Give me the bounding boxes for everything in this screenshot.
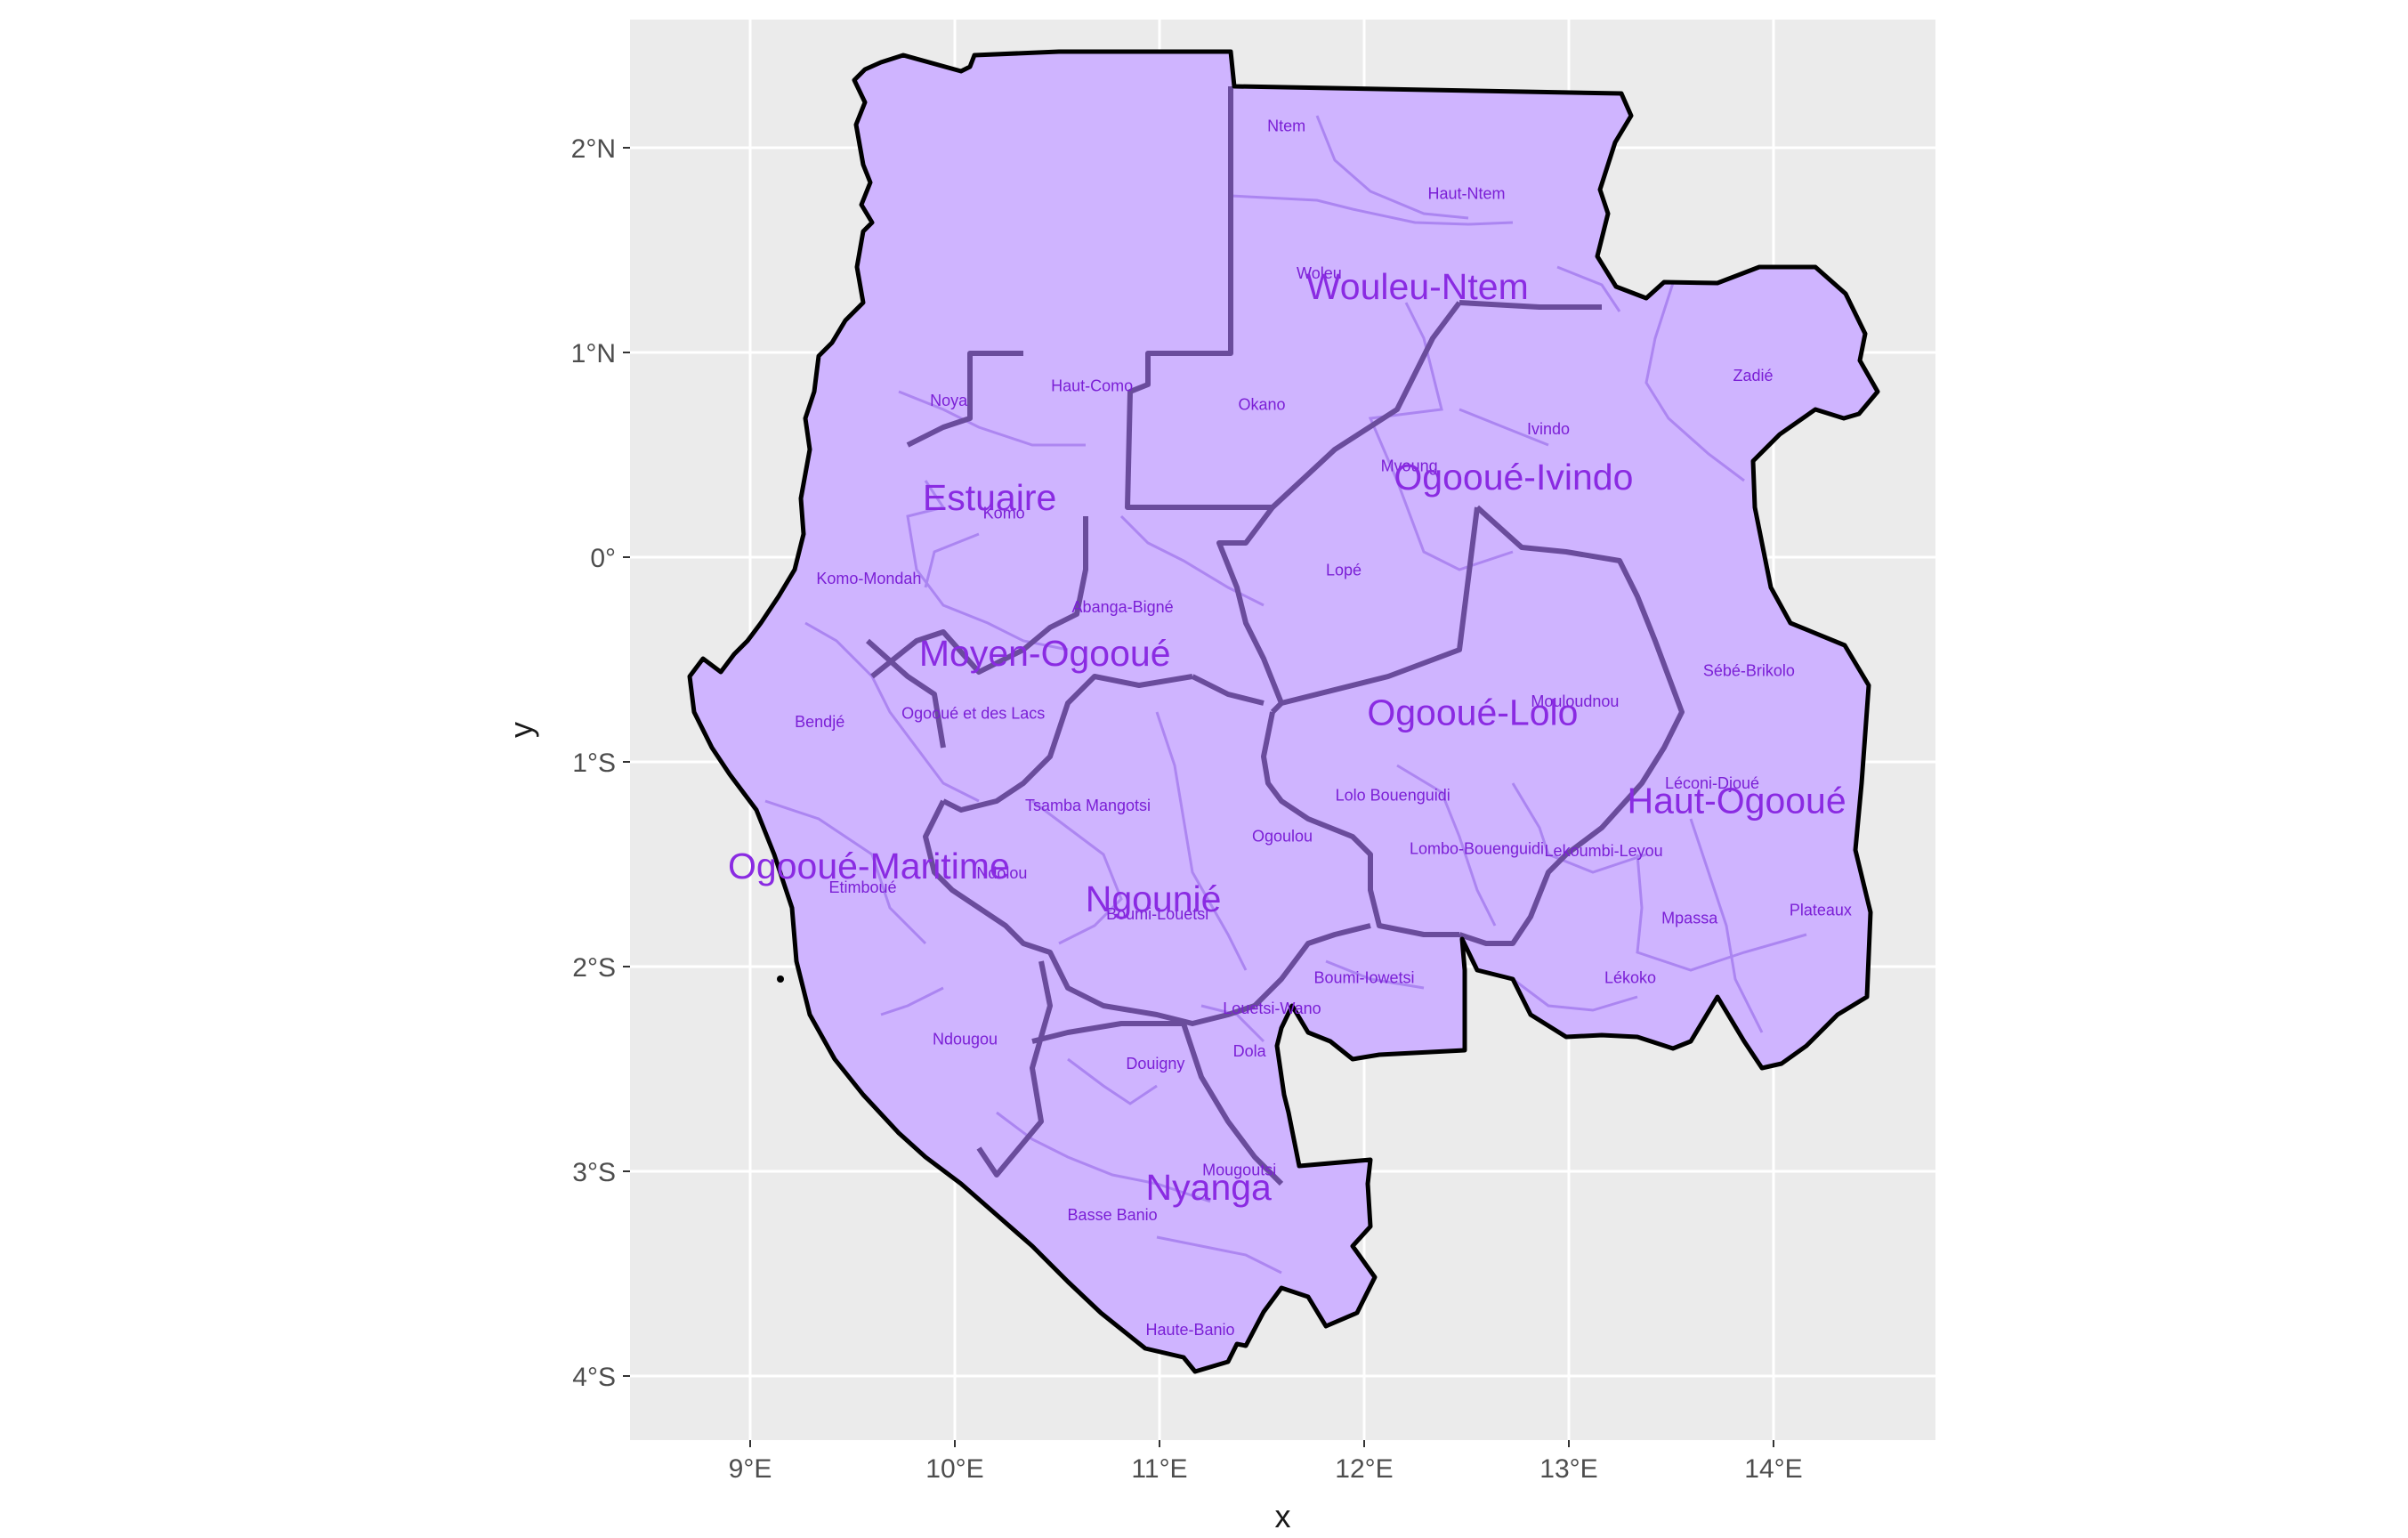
department-label: Mvoung — [1381, 457, 1438, 474]
x-tick-label-0: 9°E — [729, 1454, 772, 1484]
department-label: Komo — [983, 504, 1025, 522]
department-label: Komo-Mondah — [816, 570, 921, 587]
department-label: Haut-Como — [1051, 377, 1133, 395]
department-label: Lopé — [1326, 562, 1362, 579]
province-label: Ogooué-Lolo — [1367, 692, 1578, 733]
department-label: Mouloudnou — [1531, 692, 1619, 710]
department-label: Abanga-Bigné — [1072, 598, 1174, 616]
x-tick-label-5: 14°E — [1744, 1454, 1802, 1484]
province-label: Ogooué-Maritime — [728, 846, 1010, 886]
department-label: Basse Banio — [1068, 1206, 1158, 1224]
province-label: Nyanga — [1146, 1167, 1273, 1208]
department-label: Léconi-Djoué — [1665, 774, 1759, 792]
gabon-map-shapes — [687, 49, 1880, 1374]
department-label: Ndolou — [976, 864, 1027, 882]
y-axis-title: y — [503, 722, 539, 738]
x-tick-label-1: 10°E — [925, 1454, 983, 1484]
y-tick-label-3: 1°S — [572, 749, 616, 778]
y-tick-label-2: 0° — [590, 544, 616, 573]
offshore-island — [777, 975, 784, 983]
department-label: Lolo Bouenguidi — [1336, 787, 1450, 805]
axes: 9°E 10°E 11°E 12°E 13°E 14°E 2°N 1°N 0° 1°S 2°S 3°S… — [503, 134, 1803, 1534]
province-label: Wouleu-Ntem — [1306, 266, 1529, 307]
department-labels: Ntem Haut-Ntem Woleu Zadié Noya Haut-Como Okan… — [795, 117, 1852, 1339]
department-label: Boumi-Louetsi — [1106, 905, 1208, 923]
province-label: Estuaire — [923, 477, 1056, 518]
department-label: Dola — [1233, 1042, 1267, 1060]
department-label: Ogoulou — [1252, 828, 1313, 846]
y-tick-label-6: 4°S — [572, 1363, 616, 1392]
province-label: Moyen-Ogooué — [919, 633, 1171, 674]
department-label: Woleu — [1297, 264, 1342, 282]
department-label: Okano — [1238, 395, 1285, 413]
department-label: Tsamba Mangotsi — [1025, 797, 1151, 814]
department-label: Boumi-Iowetsi — [1313, 968, 1414, 986]
department-label: Ntem — [1267, 117, 1305, 135]
department-label: Etimboué — [828, 878, 896, 896]
department-label: Noya — [930, 392, 968, 409]
department-label: Ndougou — [933, 1030, 998, 1048]
province-borders — [866, 86, 1685, 1186]
gabon-country-border — [687, 49, 1880, 1374]
department-label: Haut-Ntem — [1427, 185, 1505, 203]
province-label: Ogooué-Ivindo — [1394, 457, 1633, 498]
y-tick-label-0: 2°N — [571, 134, 616, 164]
department-label: Douigny — [1126, 1055, 1184, 1073]
province-labels: Wouleu-Ntem Estuaire Ogooué-Ivindo Moyen-Og… — [728, 266, 1846, 1208]
department-label: Lékoko — [1604, 968, 1656, 986]
department-borders — [764, 115, 1807, 1275]
x-tick-label-4: 13°E — [1539, 1454, 1597, 1484]
department-label: Zadié — [1733, 367, 1773, 384]
department-label: Ivindo — [1527, 420, 1570, 438]
department-label: Bendjé — [795, 713, 844, 731]
x-tick-label-3: 12°E — [1335, 1454, 1393, 1484]
x-tick-label-2: 11°E — [1131, 1454, 1187, 1484]
department-label: Lekoumbi-Leyou — [1545, 842, 1663, 860]
department-label: Louetsi-Wano — [1223, 1000, 1321, 1017]
department-label: Plateaux — [1790, 902, 1852, 919]
x-axis-title: x — [1275, 1498, 1291, 1534]
department-label: Ogooué et des Lacs — [901, 705, 1045, 723]
y-tick-label-1: 1°N — [571, 339, 616, 368]
y-tick-label-5: 3°S — [572, 1158, 616, 1187]
department-label: Lombo-Bouenguidi — [1410, 840, 1544, 858]
province-label: Haut-Ogooué — [1628, 781, 1846, 822]
y-tick-label-4: 2°S — [572, 953, 616, 983]
gabon-country-fill — [690, 52, 1878, 1372]
province-label: Ngounié — [1086, 878, 1222, 919]
department-label: Sébé-Brikolo — [1703, 661, 1795, 679]
department-label: Mpassa — [1661, 910, 1718, 927]
department-label: Haute-Banio — [1145, 1321, 1234, 1339]
department-label: Mougoutsi — [1202, 1162, 1276, 1179]
